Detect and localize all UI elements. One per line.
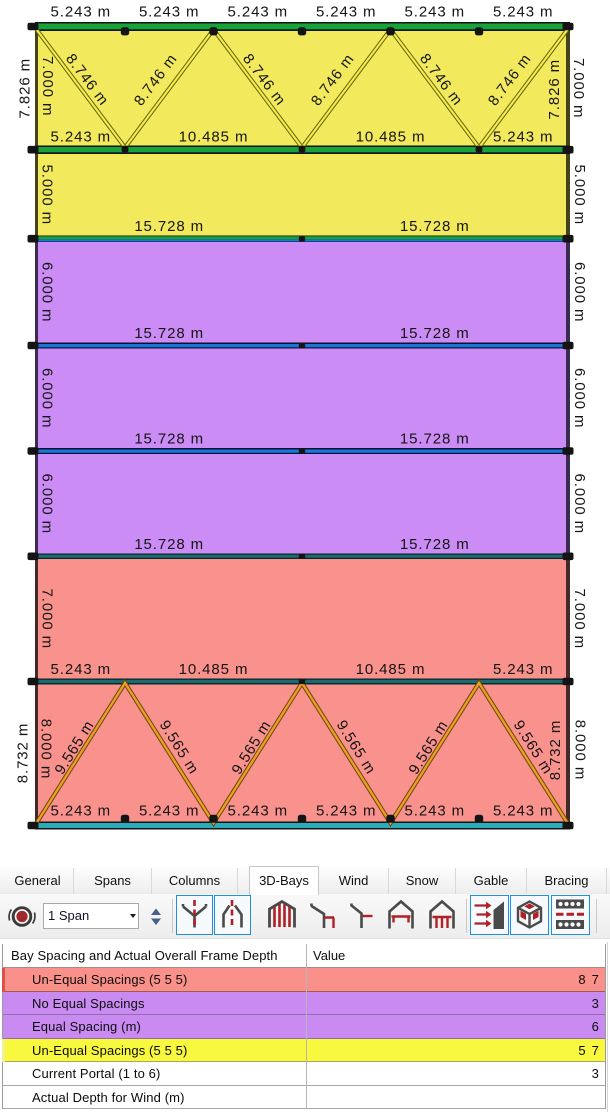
svg-text:5.243 m: 5.243 m (51, 4, 112, 21)
svg-text:5.243 m: 5.243 m (493, 4, 554, 21)
svg-text:15.728 m: 15.728 m (134, 536, 204, 553)
svg-text:5.243 m: 5.243 m (139, 4, 200, 21)
svg-text:15.728 m: 15.728 m (134, 325, 204, 342)
svg-text:10.485 m: 10.485 m (179, 129, 249, 146)
svg-text:7.000 m: 7.000 m (570, 58, 587, 119)
svg-text:6.000 m: 6.000 m (38, 474, 55, 535)
svg-text:8.732 m: 8.732 m (547, 720, 564, 781)
svg-text:15.728 m: 15.728 m (134, 218, 204, 235)
svg-text:8.732 m: 8.732 m (15, 723, 32, 784)
svg-text:10.485 m: 10.485 m (356, 661, 426, 678)
svg-text:8.000 m: 8.000 m (37, 719, 54, 780)
svg-text:6.000 m: 6.000 m (571, 474, 588, 535)
svg-text:6.000 m: 6.000 m (38, 262, 55, 323)
svg-text:5.243 m: 5.243 m (228, 4, 289, 21)
svg-text:5.243 m: 5.243 m (316, 4, 377, 21)
svg-text:5.243 m: 5.243 m (228, 803, 289, 820)
svg-text:15.728 m: 15.728 m (400, 218, 470, 235)
svg-text:5.243 m: 5.243 m (51, 803, 112, 820)
svg-text:15.728 m: 15.728 m (400, 431, 470, 448)
svg-text:7.000 m: 7.000 m (571, 589, 588, 650)
svg-text:5.243 m: 5.243 m (493, 661, 554, 678)
svg-text:5.000 m: 5.000 m (571, 165, 588, 226)
svg-text:8.000 m: 8.000 m (571, 720, 588, 781)
svg-text:10.485 m: 10.485 m (179, 661, 249, 678)
svg-text:7.826 m: 7.826 m (17, 58, 34, 119)
svg-text:7.000 m: 7.000 m (39, 56, 56, 117)
svg-text:15.728 m: 15.728 m (400, 536, 470, 553)
svg-text:6.000 m: 6.000 m (571, 368, 588, 429)
svg-text:5.243 m: 5.243 m (493, 129, 554, 146)
svg-text:7.826 m: 7.826 m (546, 59, 563, 120)
svg-text:5.243 m: 5.243 m (493, 803, 554, 820)
svg-text:6.000 m: 6.000 m (38, 368, 55, 429)
svg-text:5.243 m: 5.243 m (51, 129, 112, 146)
svg-text:15.728 m: 15.728 m (400, 325, 470, 342)
svg-text:7.000 m: 7.000 m (38, 589, 55, 650)
svg-text:5.243 m: 5.243 m (316, 803, 377, 820)
svg-text:6.000 m: 6.000 m (571, 262, 588, 323)
svg-text:5.243 m: 5.243 m (405, 4, 466, 21)
svg-text:5.243 m: 5.243 m (139, 803, 200, 820)
svg-text:10.485 m: 10.485 m (356, 129, 426, 146)
svg-text:5.243 m: 5.243 m (405, 803, 466, 820)
svg-text:5.000 m: 5.000 m (38, 165, 55, 226)
svg-text:15.728 m: 15.728 m (134, 431, 204, 448)
svg-text:5.243 m: 5.243 m (51, 661, 112, 678)
